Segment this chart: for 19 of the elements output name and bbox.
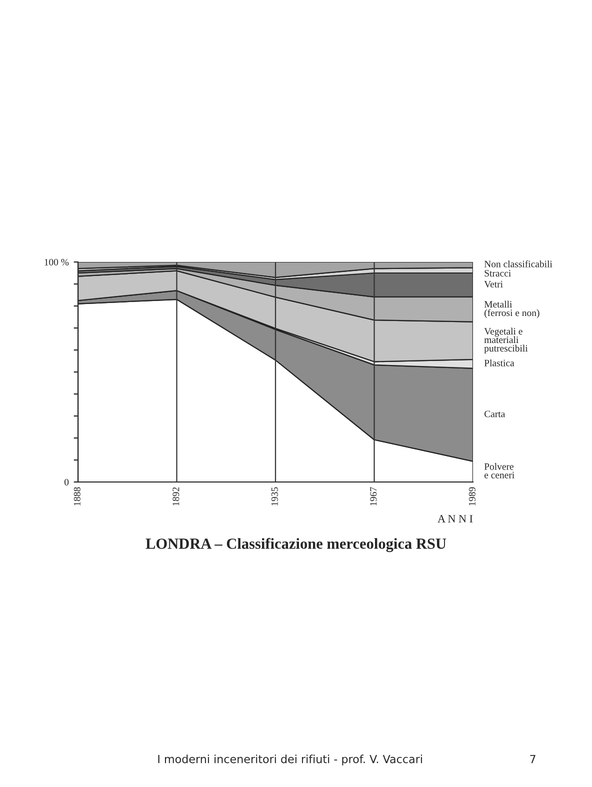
x-tick-label: 1892 — [172, 487, 180, 506]
series-label: Non classificabili — [484, 260, 552, 268]
x-tick-label: 1989 — [468, 487, 476, 506]
x-tick-label: 1888 — [74, 487, 80, 506]
x-axis-title: A N N I — [438, 515, 473, 522]
series-label: Vetri — [484, 280, 503, 288]
text: LONDRA – Classificazione merceologica RSU — [146, 538, 446, 552]
y-tick-label: 100 % — [44, 258, 69, 266]
series-label: Vegetali e materiali putrescibili — [484, 328, 528, 354]
series-label: Plastica — [484, 359, 514, 366]
x-tick-label: 1935 — [271, 487, 278, 506]
text: 7 — [530, 754, 536, 764]
x-tick-label: 1967 — [370, 487, 377, 506]
series-label: Metalli (ferrosi e non) — [484, 300, 540, 318]
text: I moderni inceneritori dei rifiuti - prof. V. Vaccari — [158, 754, 422, 766]
series-label: Carta — [484, 410, 506, 418]
series-label: Stracci — [484, 270, 511, 277]
y-tick-label: 0 — [64, 478, 69, 486]
series-label: Polvere e ceneri — [484, 463, 514, 478]
